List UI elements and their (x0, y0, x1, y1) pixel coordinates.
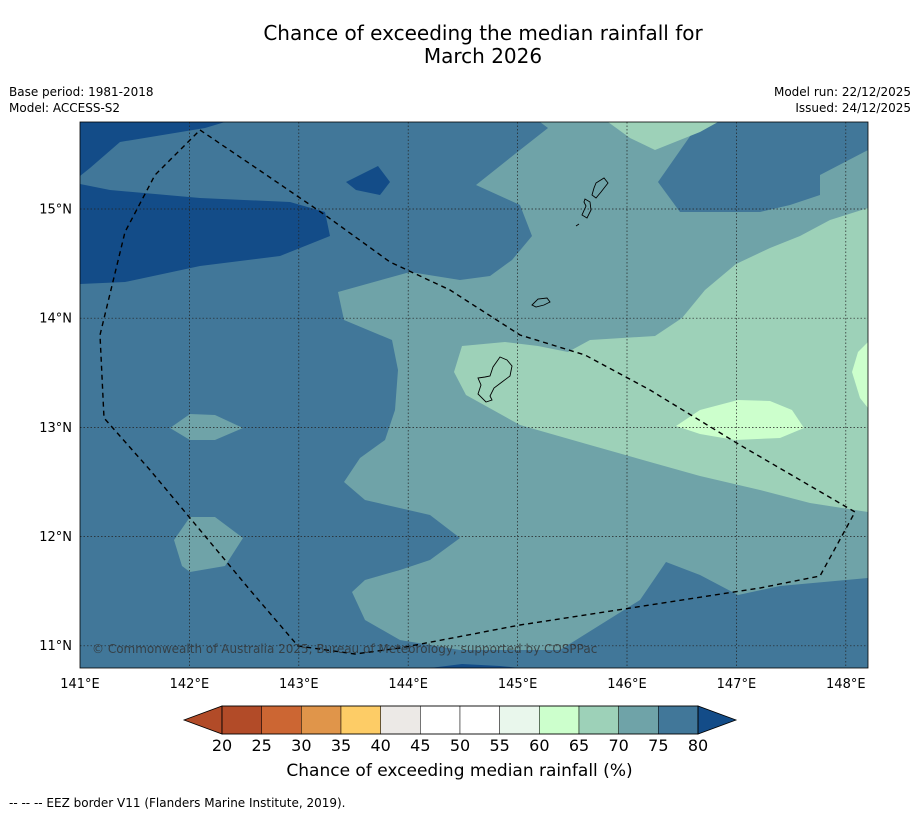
lon-tick: 148°E (826, 677, 866, 692)
map-area: © Commonwealth of Australia 2025, Bureau… (80, 122, 868, 668)
colorbar-bin (380, 705, 421, 735)
colorbar-tick-label: 70 (608, 736, 628, 755)
lon-tick: 141°E (60, 677, 100, 692)
title-line-2: March 2026 (423, 44, 543, 68)
colorbar-extend-low (182, 705, 223, 735)
colorbar-extend-high (697, 705, 738, 735)
eez-border (99, 129, 856, 655)
model-run: Model run: 22/12/2025 (773, 85, 911, 99)
region-60-65-edge (852, 342, 868, 408)
lon-tick: 147°E (717, 677, 757, 692)
colorbar-bin (578, 705, 619, 735)
colorbar-tick-label: 25 (251, 736, 271, 755)
region-80-plus-north (346, 166, 390, 195)
colorbar-tick-label: 45 (410, 736, 430, 755)
map-title: Chance of exceeding the median rainfall … (0, 22, 919, 68)
region-80-plus-west (80, 184, 330, 284)
lon-tick: 143°E (279, 677, 319, 692)
graticule (80, 122, 868, 668)
island-tinian (581, 198, 592, 219)
colorbar-bin (459, 705, 500, 735)
lon-tick: 144°E (388, 677, 428, 692)
colorbar-bin (618, 705, 659, 735)
title-line-1: Chance of exceeding the median rainfall … (263, 21, 703, 45)
colorbar-bin (658, 705, 699, 735)
island-guam (477, 356, 513, 403)
region-70-75-w2 (174, 517, 243, 572)
colorbar-tick-label: 60 (529, 736, 549, 755)
colorbar-bin (261, 705, 302, 735)
island-aguijan (575, 223, 580, 227)
islands (477, 177, 609, 403)
region-80-plus-nw (80, 122, 225, 176)
eez-legend-note: -- -- -- EEZ border V11 (Flanders Marine… (9, 796, 346, 810)
colorbar-tick-label: 65 (569, 736, 589, 755)
colorbar: 20 25 30 35 40 45 50 55 60 65 70 75 80 (182, 705, 738, 755)
lat-tick: 14°N (39, 312, 72, 327)
region-75-80-ne (658, 122, 868, 212)
lon-tick: 142°E (170, 677, 210, 692)
colorbar-tick-label: 20 (212, 736, 232, 755)
colorbar-tick-label: 75 (648, 736, 668, 755)
island-saipan (591, 177, 609, 199)
meta-right: Model run: 22/12/2025 Issued: 24/12/2025 (774, 84, 911, 116)
colorbar-tick-label: 40 (370, 736, 390, 755)
lon-tick: 146°E (607, 677, 647, 692)
region-70-75-w1 (170, 414, 243, 440)
lat-tick: 11°N (39, 639, 72, 654)
region-80-plus-south (430, 664, 520, 668)
colorbar-tick-label: 35 (331, 736, 351, 755)
issued-date: Issued: 24/12/2025 (795, 101, 911, 115)
colorbar-bin (340, 705, 381, 735)
colorbar-bin (301, 705, 342, 735)
region-65-70-north (608, 122, 718, 150)
colorbar-tick-label: 50 (450, 736, 470, 755)
lat-tick: 12°N (39, 530, 72, 545)
base-period: Base period: 1981-2018 (9, 85, 154, 99)
model-name: Model: ACCESS-S2 (9, 101, 121, 115)
meta-left: Base period: 1981-2018 Model: ACCESS-S2 (9, 84, 154, 116)
colorbar-bin (221, 705, 262, 735)
colorbar-tick-label: 80 (688, 736, 708, 755)
lat-tick: 13°N (39, 421, 72, 436)
lon-tick: 145°E (498, 677, 538, 692)
colorbar-bin (420, 705, 461, 735)
lon-tick-labels: 141°E 142°E 143°E 144°E 145°E 146°E 147°… (60, 677, 865, 692)
colorbar-tick-label: 30 (291, 736, 311, 755)
lat-tick: 15°N (39, 203, 72, 218)
copyright: © Commonwealth of Australia 2025, Bureau… (92, 642, 597, 656)
colorbar-outline (221, 705, 699, 735)
map-frame (79, 121, 869, 669)
region-60-65-east (676, 400, 804, 440)
colorbar-tick-label: 55 (489, 736, 509, 755)
colorbar-bin (499, 705, 540, 735)
island-rota (531, 297, 551, 308)
colorbar-label: Chance of exceeding median rainfall (%) (286, 761, 633, 781)
lat-tick-labels: 15°N 14°N 13°N 12°N 11°N (39, 203, 72, 655)
colorbar-bin (539, 705, 580, 735)
